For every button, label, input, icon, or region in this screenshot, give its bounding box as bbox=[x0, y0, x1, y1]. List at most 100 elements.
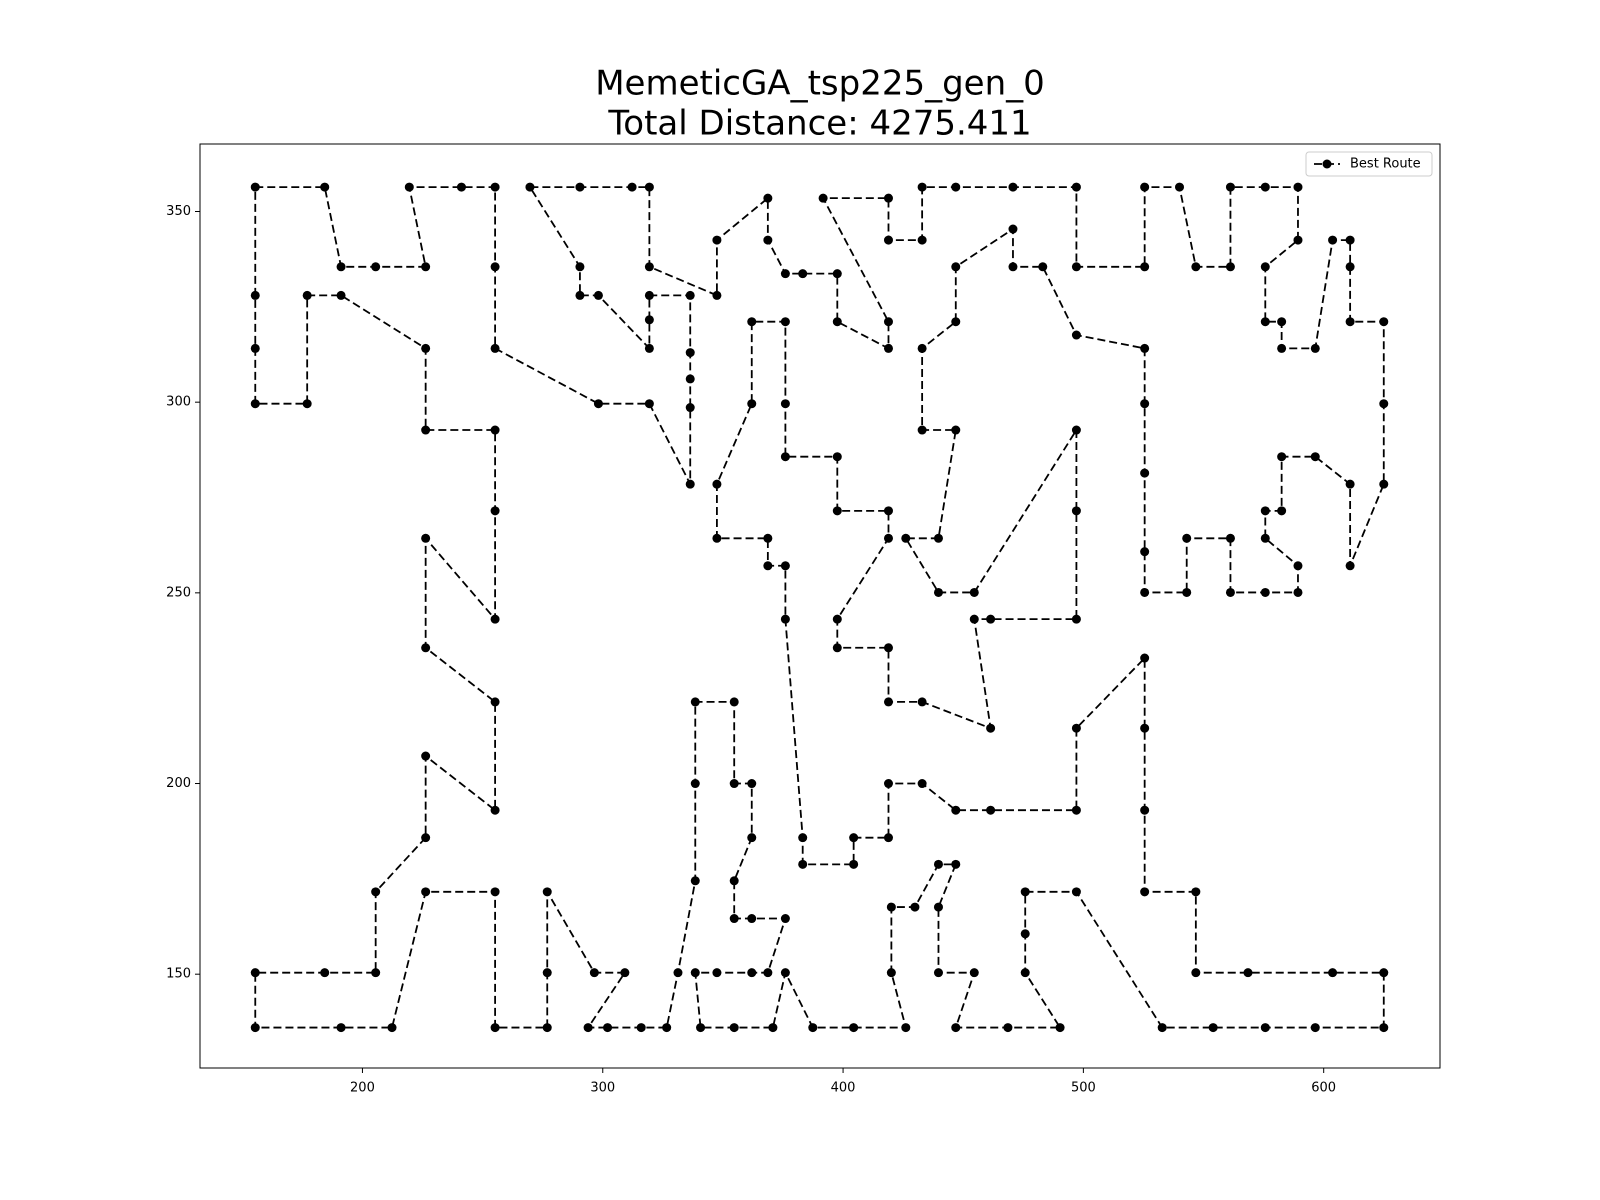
route-point bbox=[883, 506, 893, 516]
route-point bbox=[696, 1023, 706, 1033]
y-tick-label: 300 bbox=[166, 395, 191, 410]
route-point bbox=[302, 399, 312, 409]
route-point bbox=[712, 235, 722, 245]
route-point bbox=[1328, 968, 1338, 978]
route-point bbox=[690, 697, 700, 707]
route-point bbox=[250, 399, 260, 409]
route-point bbox=[747, 317, 757, 327]
route-point bbox=[575, 182, 585, 192]
route-point bbox=[490, 697, 500, 707]
route-point bbox=[1293, 235, 1303, 245]
route-point bbox=[933, 533, 943, 543]
route-point bbox=[336, 1023, 346, 1033]
y-tick-label: 200 bbox=[166, 776, 191, 791]
chart-subtitle: Total Distance: 4275.411 bbox=[607, 104, 1031, 144]
route-point bbox=[1140, 887, 1150, 897]
route-point bbox=[490, 343, 500, 353]
y-tick-label: 150 bbox=[166, 967, 191, 982]
route-point bbox=[1310, 452, 1320, 462]
route-point bbox=[951, 262, 961, 272]
route-point bbox=[780, 452, 790, 462]
route-point bbox=[729, 779, 739, 789]
route-point bbox=[951, 859, 961, 869]
route-point bbox=[690, 876, 700, 886]
x-tick-label: 300 bbox=[590, 1081, 615, 1096]
route-point bbox=[490, 425, 500, 435]
y-tick-label: 250 bbox=[166, 585, 191, 600]
x-tick-label: 600 bbox=[1311, 1081, 1336, 1096]
route-point bbox=[1008, 224, 1018, 234]
route-point bbox=[917, 182, 927, 192]
route-point bbox=[1345, 235, 1355, 245]
route-point bbox=[1225, 533, 1235, 543]
route-point bbox=[1310, 1023, 1320, 1033]
route-point bbox=[421, 643, 431, 653]
route-point bbox=[542, 887, 552, 897]
route-point bbox=[1071, 614, 1081, 624]
route-point bbox=[849, 1023, 859, 1033]
route-point bbox=[768, 1023, 778, 1033]
route-point bbox=[1293, 587, 1303, 597]
route-point bbox=[1191, 968, 1201, 978]
route-point bbox=[832, 643, 842, 653]
route-point bbox=[849, 833, 859, 843]
route-point bbox=[951, 317, 961, 327]
route-point bbox=[729, 1023, 739, 1033]
route-point bbox=[1020, 887, 1030, 897]
route-point bbox=[644, 262, 654, 272]
route-point bbox=[951, 182, 961, 192]
route-point bbox=[644, 399, 654, 409]
y-tick-label: 350 bbox=[166, 204, 191, 219]
route-point bbox=[1140, 587, 1150, 597]
route-point bbox=[1260, 533, 1270, 543]
route-point bbox=[1020, 929, 1030, 939]
route-point bbox=[371, 262, 381, 272]
route-point bbox=[712, 479, 722, 489]
route-point bbox=[763, 561, 773, 571]
route-point bbox=[644, 290, 654, 300]
route-point bbox=[575, 262, 585, 272]
route-point bbox=[490, 1023, 500, 1033]
route-point bbox=[627, 182, 637, 192]
route-point bbox=[747, 779, 757, 789]
route-point bbox=[490, 262, 500, 272]
legend-marker bbox=[1322, 159, 1332, 169]
route-point bbox=[421, 887, 431, 897]
route-point bbox=[250, 1023, 260, 1033]
route-point bbox=[798, 859, 808, 869]
route-point bbox=[1140, 468, 1150, 478]
route-point bbox=[1277, 452, 1287, 462]
route-point bbox=[883, 533, 893, 543]
route-point bbox=[780, 614, 790, 624]
route-point bbox=[917, 235, 927, 245]
route-point bbox=[1345, 317, 1355, 327]
legend-box bbox=[1305, 151, 1433, 177]
route-point bbox=[1140, 653, 1150, 663]
route-point bbox=[798, 833, 808, 843]
route-point bbox=[832, 269, 842, 279]
route-point bbox=[763, 533, 773, 543]
route-point bbox=[780, 269, 790, 279]
route-point bbox=[712, 290, 722, 300]
route-point bbox=[542, 968, 552, 978]
route-point bbox=[685, 348, 695, 358]
route-point bbox=[421, 425, 431, 435]
route-point bbox=[490, 887, 500, 897]
route-point bbox=[986, 614, 996, 624]
route-point bbox=[883, 235, 893, 245]
route-point bbox=[832, 506, 842, 516]
route-point bbox=[1225, 587, 1235, 597]
route-point bbox=[917, 697, 927, 707]
route-point bbox=[1071, 805, 1081, 815]
route-point bbox=[933, 902, 943, 912]
route-point bbox=[1071, 262, 1081, 272]
route-point bbox=[780, 317, 790, 327]
route-point bbox=[456, 182, 466, 192]
route-point bbox=[1379, 399, 1389, 409]
route-point bbox=[1243, 968, 1253, 978]
route-point bbox=[901, 533, 911, 543]
route-point bbox=[1260, 1023, 1270, 1033]
route-point bbox=[1191, 262, 1201, 272]
route-point bbox=[951, 1023, 961, 1033]
